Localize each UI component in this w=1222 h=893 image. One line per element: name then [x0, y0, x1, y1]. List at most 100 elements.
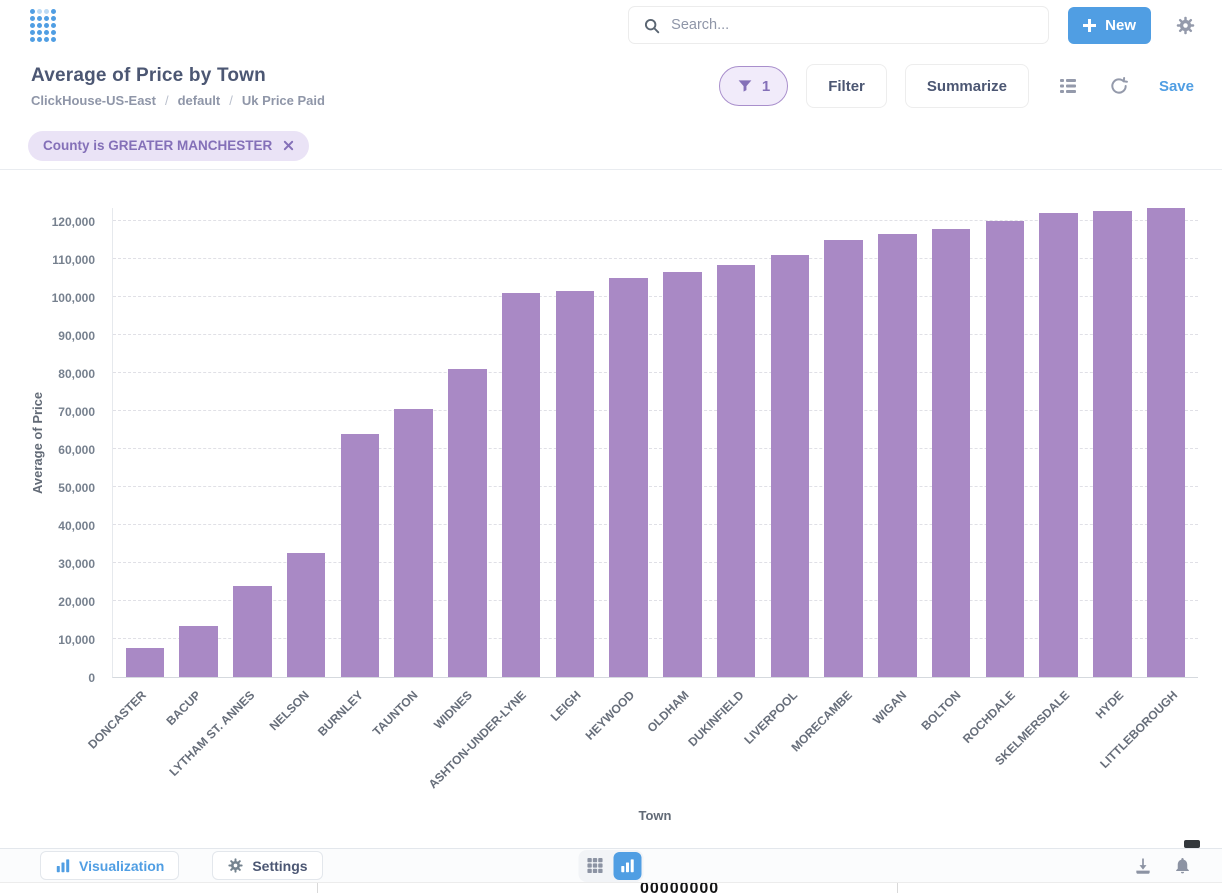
clipped-window-fragment: 00000000 [640, 882, 720, 893]
x-tick-label-leigh[interactable]: LEIGH [547, 688, 584, 724]
y-tick-label: 40,000 [58, 519, 95, 533]
peek-divider [897, 883, 898, 893]
filter-count: 1 [761, 77, 771, 95]
visualization-button[interactable]: Visualization [40, 851, 180, 880]
bell-icon[interactable] [1173, 856, 1192, 875]
top-nav: New [0, 0, 1222, 50]
y-tick-label: 20,000 [58, 595, 95, 609]
peek-strip: 00000000 [0, 882, 1222, 893]
filter-button[interactable]: Filter [806, 64, 887, 108]
filter-chips-row: County is GREATER MANCHESTER [0, 122, 1222, 170]
x-tick-label-bacup[interactable]: BACUP [163, 688, 204, 729]
gridline [113, 600, 1198, 601]
bar-nelson[interactable] [286, 553, 326, 677]
gridline [113, 448, 1198, 449]
bar-hyde[interactable] [1093, 211, 1132, 677]
scrollbar-thumb[interactable] [1184, 840, 1200, 848]
page-title: Average of Price by Town [31, 64, 266, 86]
bar-ashton-under-lyne[interactable] [501, 293, 541, 677]
bar-littleborough[interactable] [1146, 208, 1186, 677]
search-icon [643, 17, 660, 34]
bar-heywood[interactable] [609, 278, 648, 677]
y-tick-label: 100,000 [51, 291, 95, 305]
bar-rochdale[interactable] [985, 221, 1025, 677]
bar-morecambe[interactable] [824, 240, 863, 677]
y-tick-label: 70,000 [58, 405, 95, 419]
y-axis-labels: 0 10,000 20,000 30,000 40,000 50,000 60,000 70,… [0, 208, 104, 685]
x-tick-label-wigan[interactable]: WIGAN [870, 688, 910, 728]
y-tick-label: 110,000 [52, 253, 95, 267]
bar-skelmersdale[interactable] [1039, 213, 1078, 677]
y-tick-label: 60,000 [58, 443, 95, 457]
gridline [113, 258, 1198, 259]
breadcrumb-separator: / [164, 92, 169, 108]
filter-chip[interactable]: County is GREATER MANCHESTER [28, 130, 310, 161]
y-tick-label: 90,000 [58, 329, 95, 343]
chart-view-button[interactable] [613, 851, 642, 880]
y-tick-label: 10,000 [58, 633, 95, 647]
search-input[interactable] [671, 17, 1035, 33]
new-button-label: New [1105, 16, 1136, 34]
x-tick-label-hyde[interactable]: HYDE [1092, 688, 1127, 722]
settings-button[interactable]: Settings [212, 851, 323, 880]
gridline [113, 296, 1198, 297]
plus-icon [1083, 18, 1097, 32]
plot-area [112, 208, 1198, 678]
new-button[interactable]: New [1068, 6, 1151, 44]
view-toggle [578, 849, 644, 882]
breadcrumb-database[interactable]: ClickHouse-US-East [31, 92, 156, 108]
notebook-icon[interactable] [1056, 74, 1080, 98]
bar-wigan[interactable] [878, 234, 917, 677]
x-tick-label-widnes[interactable]: WIDNES [430, 688, 475, 732]
summarize-button[interactable]: Summarize [904, 64, 1029, 108]
breadcrumb-separator: / [229, 92, 233, 108]
bar-widnes[interactable] [448, 369, 487, 677]
bar-bacup[interactable] [179, 626, 218, 677]
y-tick-label: 120,000 [51, 215, 95, 229]
refresh-icon[interactable] [1107, 74, 1131, 98]
breadcrumb-schema[interactable]: default [177, 92, 221, 108]
title-section: Average of Price by Town ClickHouse-US-E… [0, 50, 1222, 122]
bar-doncaster[interactable] [125, 648, 165, 677]
bar-series [113, 208, 1198, 677]
question-actions: 1 Filter Summarize Save [718, 64, 1194, 108]
bar-burnley[interactable] [340, 434, 380, 677]
bar-bolton[interactable] [931, 229, 971, 677]
gridline [113, 220, 1198, 221]
download-icon[interactable] [1133, 856, 1153, 876]
bar-leigh[interactable] [555, 291, 595, 677]
footer-right-icons [1133, 856, 1202, 876]
x-axis-title: Town [638, 808, 672, 823]
breadcrumb-table[interactable]: Uk Price Paid [241, 92, 325, 108]
settings-gear-icon [227, 857, 244, 874]
metabase-logo[interactable] [30, 8, 56, 42]
bar-taunton[interactable] [394, 409, 433, 677]
bar-liverpool[interactable] [770, 255, 810, 677]
y-tick-label: 50,000 [58, 481, 95, 495]
filter-chip-label: County is GREATER MANCHESTER [43, 138, 273, 153]
settings-label: Settings [252, 857, 308, 874]
bar-oldham[interactable] [663, 272, 702, 677]
gridline [113, 486, 1198, 487]
visualization-label: Visualization [79, 857, 165, 874]
close-icon[interactable] [283, 140, 294, 151]
gridline [113, 638, 1198, 639]
bar-lytham-st-annes[interactable] [233, 586, 272, 677]
search-bar[interactable] [628, 6, 1050, 44]
funnel-icon [737, 78, 753, 94]
gear-icon[interactable] [1175, 15, 1196, 36]
y-tick-label: 0 [88, 671, 95, 685]
bottom-bar: Visualization Settings [0, 848, 1222, 882]
table-view-button[interactable] [581, 852, 609, 880]
x-axis-labels: DONCASTER BACUP LYTHAM ST. ANNES NELSON BURN… [85, 680, 1198, 804]
save-button[interactable]: Save [1158, 77, 1194, 95]
gridline [113, 524, 1198, 525]
filter-count-button[interactable]: 1 [718, 66, 789, 106]
gridline [113, 562, 1198, 563]
gridlines [113, 208, 1198, 677]
x-tick-label-doncaster[interactable]: DONCASTER [85, 688, 150, 752]
gridline [113, 334, 1198, 335]
chart-section: Average of Price 0 10,000 20,000 30,000 40,0… [0, 170, 1222, 848]
bar-dukinfield[interactable] [716, 265, 756, 677]
